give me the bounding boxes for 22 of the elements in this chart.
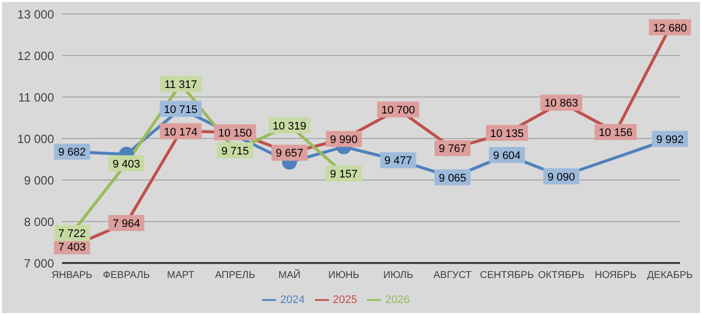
y-tick-label: 9 000 [24, 173, 54, 188]
legend-label: 2024 [280, 294, 305, 306]
x-tick-label: СЕНТЯБРЬ [480, 270, 534, 282]
x-tick-label: АВГУСТ [433, 270, 472, 282]
legend-label: 2026 [385, 294, 410, 306]
y-tick-label: 7 000 [24, 256, 54, 270]
y-tick-label: 10 000 [17, 132, 54, 146]
x-tick-label: ЯНВАРЬ [52, 270, 93, 282]
y-tick-label: 8 000 [24, 214, 54, 229]
x-tick-label: МАРТ [167, 270, 194, 282]
x-tick-label: НОЯБРЬ [594, 270, 637, 282]
legend-label: 2025 [332, 294, 358, 306]
x-tick-label: АПРЕЛЬ [214, 270, 256, 282]
y-tick-label: 12 000 [17, 48, 54, 63]
x-tick-label: ИЮНЬ [328, 270, 360, 282]
y-tick-label: 13 000 [17, 7, 54, 22]
x-tick-label: ОКТЯБРЬ [538, 270, 585, 282]
x-tick-label: ИЮЛЬ [383, 270, 414, 282]
y-tick-label: 11 000 [18, 90, 54, 104]
x-tick-label: ФЕВРАЛЬ [102, 270, 150, 282]
x-tick-label: ДЕКАБРЬ [647, 270, 694, 282]
x-tick-label: МАЙ [278, 268, 301, 282]
